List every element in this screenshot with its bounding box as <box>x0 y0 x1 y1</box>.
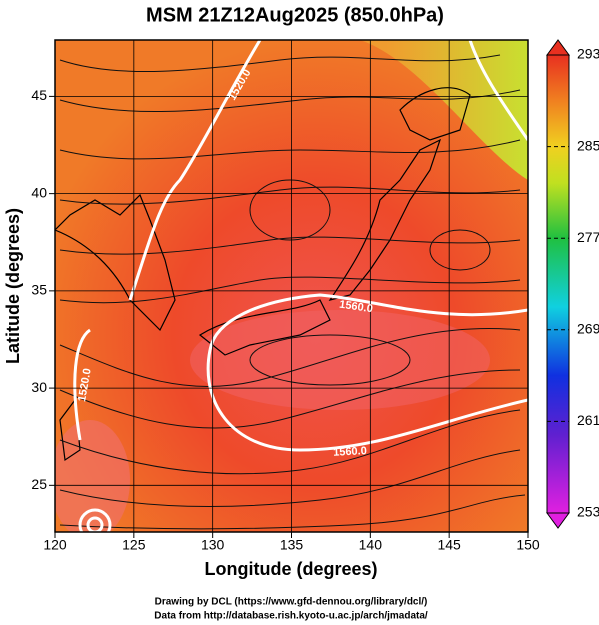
x-tick-label: 125 <box>122 537 146 553</box>
colorbar-tick-label: 277 <box>577 229 599 245</box>
contour-label: 1520.0 <box>76 367 94 402</box>
colorbar-tick-label: 293 <box>577 46 599 62</box>
colorbar-tick-label: 269 <box>577 321 599 337</box>
x-tick-label: 135 <box>280 537 304 553</box>
y-tick-label: 30 <box>31 379 47 395</box>
contour-label: 1560.0 <box>339 299 374 316</box>
map <box>55 40 528 532</box>
title: MSM 21Z12Aug2025 (850.0hPa) <box>146 4 444 26</box>
colorbar <box>546 39 570 529</box>
x-axis-label: Longitude (degrees) <box>204 559 377 579</box>
contour-label: 1560.0 <box>333 445 367 459</box>
y-tick-label: 25 <box>31 476 47 492</box>
y-tick-label: 40 <box>31 184 47 200</box>
colorbar-tick-label: 253 <box>577 504 599 520</box>
x-tick-label: 145 <box>437 537 461 553</box>
colorbar-tick-label: 261 <box>577 412 599 428</box>
y-tick-label: 45 <box>31 87 47 103</box>
y-axis-label: Latitude (degrees) <box>3 208 23 364</box>
footer-line: Drawing by DCL (https://www.gfd-dennou.o… <box>155 597 428 608</box>
x-tick-label: 150 <box>516 537 540 553</box>
colorbar-tick-label: 285 <box>577 137 599 153</box>
x-tick-label: 140 <box>359 537 383 553</box>
x-tick-label: 130 <box>201 537 225 553</box>
x-tick-label: 120 <box>43 537 67 553</box>
footer-line: Data from http://database.rish.kyoto-u.a… <box>154 611 428 622</box>
y-tick-label: 35 <box>31 282 47 298</box>
